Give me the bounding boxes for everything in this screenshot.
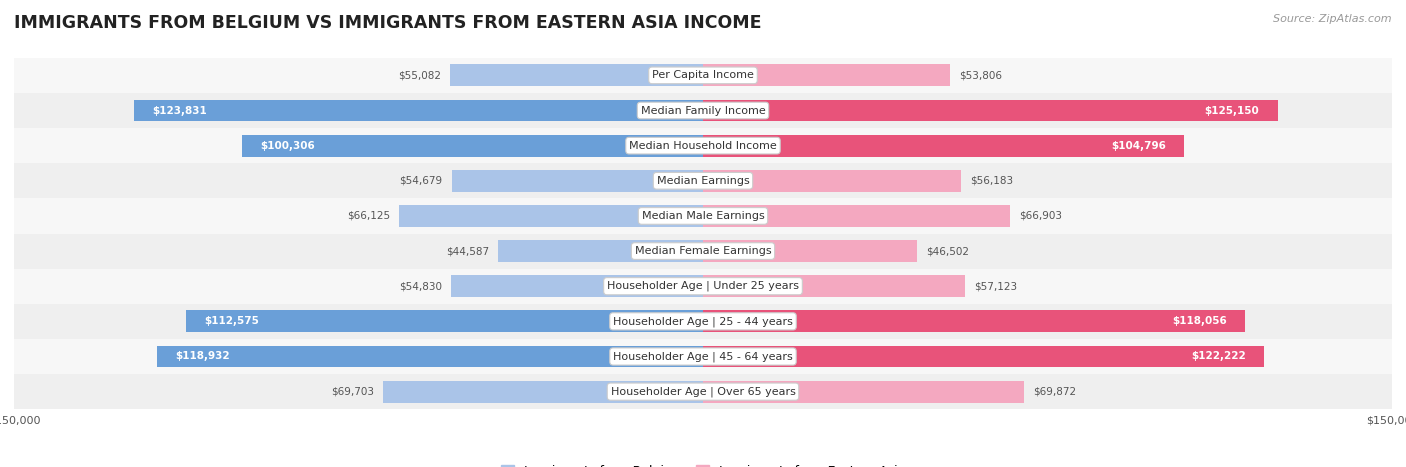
Text: $57,123: $57,123	[974, 281, 1018, 291]
Bar	[134, 99, 703, 121]
Text: Householder Age | Under 25 years: Householder Age | Under 25 years	[607, 281, 799, 291]
Bar	[14, 269, 1392, 304]
Bar	[703, 240, 917, 262]
Text: $118,056: $118,056	[1173, 316, 1227, 326]
Text: Source: ZipAtlas.com: Source: ZipAtlas.com	[1274, 14, 1392, 24]
Text: $53,806: $53,806	[959, 71, 1002, 80]
Text: $122,222: $122,222	[1191, 352, 1246, 361]
Text: Householder Age | 25 - 44 years: Householder Age | 25 - 44 years	[613, 316, 793, 326]
Text: Median Earnings: Median Earnings	[657, 176, 749, 186]
Text: $56,183: $56,183	[970, 176, 1014, 186]
Text: Median Female Earnings: Median Female Earnings	[634, 246, 772, 256]
Bar	[14, 234, 1392, 269]
Text: Median Male Earnings: Median Male Earnings	[641, 211, 765, 221]
Bar	[703, 99, 1278, 121]
Bar	[14, 128, 1392, 163]
Bar	[703, 205, 1011, 227]
Bar	[703, 135, 1184, 156]
Bar	[703, 381, 1024, 403]
Text: Householder Age | 45 - 64 years: Householder Age | 45 - 64 years	[613, 351, 793, 362]
Bar	[451, 170, 703, 191]
Text: Median Family Income: Median Family Income	[641, 106, 765, 115]
Text: $46,502: $46,502	[925, 246, 969, 256]
Text: Median Household Income: Median Household Income	[628, 141, 778, 151]
Bar	[399, 205, 703, 227]
Bar	[14, 163, 1392, 198]
Text: $112,575: $112,575	[204, 316, 259, 326]
Bar	[382, 381, 703, 403]
Text: $100,306: $100,306	[260, 141, 315, 151]
Text: Per Capita Income: Per Capita Income	[652, 71, 754, 80]
Text: $118,932: $118,932	[176, 352, 229, 361]
Bar	[14, 304, 1392, 339]
Bar	[703, 64, 950, 86]
Text: $69,703: $69,703	[330, 387, 374, 396]
Text: $44,587: $44,587	[446, 246, 489, 256]
Bar	[703, 170, 962, 191]
Bar	[703, 346, 1264, 368]
Bar	[14, 374, 1392, 409]
Text: $66,125: $66,125	[347, 211, 389, 221]
Text: $54,830: $54,830	[399, 281, 441, 291]
Text: Householder Age | Over 65 years: Householder Age | Over 65 years	[610, 386, 796, 397]
Bar	[703, 311, 1246, 332]
Bar	[14, 58, 1392, 93]
Bar	[242, 135, 703, 156]
Text: $69,872: $69,872	[1033, 387, 1076, 396]
Bar	[451, 276, 703, 297]
Bar	[14, 198, 1392, 234]
Bar	[14, 93, 1392, 128]
Bar	[703, 276, 966, 297]
Legend: Immigrants from Belgium, Immigrants from Eastern Asia: Immigrants from Belgium, Immigrants from…	[496, 460, 910, 467]
Text: $54,679: $54,679	[399, 176, 443, 186]
Bar	[14, 339, 1392, 374]
Bar	[450, 64, 703, 86]
Text: $55,082: $55,082	[398, 71, 441, 80]
Bar	[156, 346, 703, 368]
Bar	[498, 240, 703, 262]
Text: $66,903: $66,903	[1019, 211, 1063, 221]
Text: $104,796: $104,796	[1111, 141, 1166, 151]
Text: $125,150: $125,150	[1205, 106, 1260, 115]
Text: IMMIGRANTS FROM BELGIUM VS IMMIGRANTS FROM EASTERN ASIA INCOME: IMMIGRANTS FROM BELGIUM VS IMMIGRANTS FR…	[14, 14, 762, 32]
Bar	[186, 311, 703, 332]
Text: $123,831: $123,831	[153, 106, 207, 115]
